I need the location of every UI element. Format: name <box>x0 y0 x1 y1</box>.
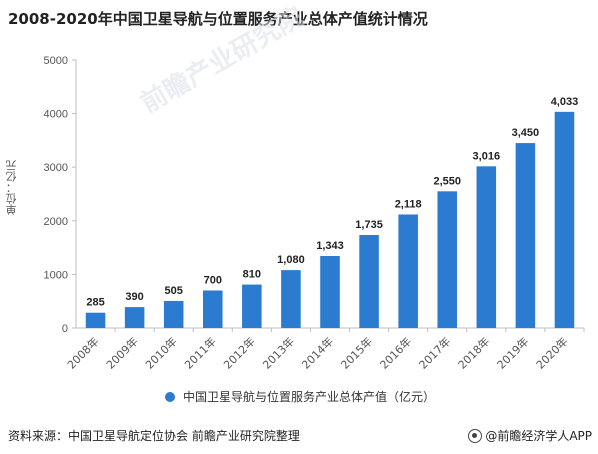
x-tick-label: 2013年 <box>260 334 297 371</box>
bar <box>124 307 145 328</box>
x-tick-label: 2014年 <box>299 334 336 371</box>
x-tick-label: 2012年 <box>220 334 257 371</box>
bar <box>85 312 106 328</box>
x-tick-label: 2008年 <box>64 334 101 371</box>
bar <box>281 270 301 328</box>
bar <box>242 284 262 328</box>
x-tick-label: 2018年 <box>455 334 492 371</box>
data-label: 1,343 <box>316 240 344 252</box>
y-tick-label: 3000 <box>44 162 68 174</box>
bar <box>320 256 340 328</box>
data-label: 4,033 <box>551 96 579 108</box>
data-label: 285 <box>86 297 104 309</box>
legend: 中国卫星导航与位置服务产业总体产值（亿元） <box>165 388 435 405</box>
y-tick-label: 5000 <box>44 55 68 67</box>
bar <box>476 166 497 328</box>
data-label: 3,450 <box>512 127 540 139</box>
x-tick-label: 2011年 <box>181 334 218 371</box>
y-tick-label: 1000 <box>44 269 68 281</box>
bar <box>515 143 536 328</box>
data-label: 390 <box>125 291 143 303</box>
bar <box>554 111 575 328</box>
brand: @前瞻经济学人APP <box>468 427 592 444</box>
x-tick-label: 2015年 <box>338 334 375 371</box>
source-note: 资料来源：中国卫星导航定位协会 前瞻产业研究院整理 <box>8 429 300 443</box>
bar <box>398 214 418 328</box>
data-label: 505 <box>165 285 183 297</box>
x-tick-label: 2009年 <box>103 334 140 371</box>
x-tick-label: 2019年 <box>494 334 531 371</box>
bar <box>203 290 223 328</box>
data-label: 700 <box>204 274 222 286</box>
bar <box>359 235 379 328</box>
data-label: 2,550 <box>433 175 461 187</box>
data-label: 1,080 <box>277 254 305 266</box>
data-label: 1,735 <box>355 219 383 231</box>
data-label: 810 <box>243 269 261 281</box>
bar-chart: 0 1000 2000 3000 4000 5000 285 2008年 390 2009年 505… <box>44 55 585 372</box>
y-tick-label: 0 <box>62 323 68 335</box>
data-label: 3,016 <box>473 150 501 162</box>
legend-label: 中国卫星导航与位置服务产业总体产值（亿元） <box>183 390 436 404</box>
chart-title: 2008-2020年中国卫星导航与位置服务产业总体产值统计情况 <box>8 10 428 28</box>
bar <box>163 300 184 328</box>
x-tick-label: 2016年 <box>377 334 414 371</box>
y-tick-label: 4000 <box>44 109 68 121</box>
x-tick-label: 2020年 <box>533 334 570 371</box>
legend-marker <box>165 391 175 402</box>
brand-label: @前瞻经济学人APP <box>485 429 592 443</box>
brand-logo-icon <box>468 428 483 443</box>
bar <box>437 191 457 328</box>
x-tick-label: 2017年 <box>416 334 453 371</box>
data-label: 2,118 <box>395 198 422 210</box>
y-tick-label: 2000 <box>44 216 68 228</box>
x-tick-label: 2010年 <box>142 334 179 371</box>
